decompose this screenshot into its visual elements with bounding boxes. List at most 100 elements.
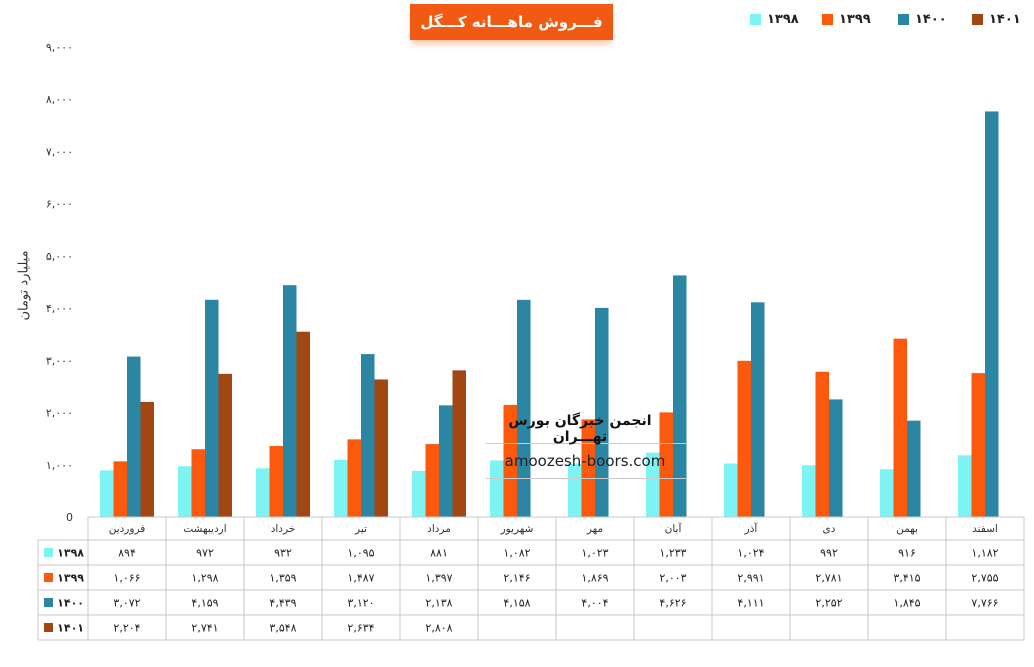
x-tick-label: اردیبهشت: [183, 523, 226, 535]
bar-2-1: [205, 299, 219, 517]
legend-swatch-1400: [898, 14, 909, 25]
bar-0-6: [568, 463, 582, 517]
x-tick-label: دی: [823, 523, 836, 535]
data-label: ۸۹۴: [118, 547, 136, 560]
bar-0-7: [646, 452, 660, 517]
bar-0-2: [256, 468, 270, 517]
data-label: ۱,۴۸۷: [347, 572, 374, 585]
x-tick-label: خرداد: [271, 523, 296, 535]
data-label: ۹۱۶: [898, 547, 916, 560]
y-tick-label: ۵,۰۰۰: [46, 250, 73, 263]
bar-2-5: [517, 299, 531, 517]
bar-3-1: [218, 373, 232, 517]
legend-label-1399: ۱۳۹۹: [839, 12, 871, 27]
bar-2-6: [595, 307, 609, 517]
bar-3-0: [140, 401, 154, 517]
data-label: ۲,۸۰۸: [425, 622, 452, 635]
data-label: ۲,۱۴۶: [503, 572, 530, 585]
data-label: ۴,۴۳۹: [269, 597, 296, 610]
data-label: ۹۳۲: [274, 547, 292, 560]
bar-0-4: [412, 470, 426, 517]
y-tick-label: 0: [66, 511, 73, 524]
bar-0-3: [334, 459, 348, 517]
data-label: ۲,۱۳۸: [425, 597, 452, 610]
data-label: ۲,۷۸۱: [815, 572, 842, 585]
table-series-swatch: [44, 623, 53, 632]
legend-label-1400: ۱۴۰۰: [915, 12, 947, 27]
bar-1-4: [425, 444, 439, 517]
y-tick-label: ۴,۰۰۰: [46, 302, 73, 315]
x-tick-label: اسفند: [972, 523, 998, 535]
table-series-name: ۱۳۹۸: [57, 547, 84, 560]
table-series-swatch: [44, 573, 53, 582]
legend-swatch-1398: [750, 14, 761, 25]
legend: ۱۳۹۸ ۱۳۹۹ ۱۴۰۰ ۱۴۰۱: [740, 12, 1030, 32]
table-series-name: ۱۳۹۹: [57, 572, 84, 585]
y-tick-label: ۶,۰۰۰: [46, 198, 73, 211]
data-label: ۴,۱۵۸: [503, 597, 530, 610]
data-label: ۱,۳۵۹: [269, 572, 296, 585]
watermark-line: [486, 443, 686, 444]
table-series-swatch: [44, 548, 53, 557]
data-label: ۲,۹۹۱: [737, 572, 764, 585]
bar-1-2: [269, 446, 283, 517]
y-tick-label: ۱,۰۰۰: [46, 459, 73, 472]
bar-0-10: [880, 469, 894, 517]
x-tick-label: مهر: [586, 523, 603, 535]
bar-2-10: [907, 420, 921, 517]
legend-item-1398: ۱۳۹۸: [750, 12, 799, 27]
bar-1-11: [971, 373, 985, 517]
legend-label-1398: ۱۳۹۸: [767, 12, 799, 27]
bar-0-8: [724, 463, 738, 517]
legend-label-1401: ۱۴۰۱: [989, 12, 1021, 27]
data-label: ۱,۸۶۹: [581, 572, 608, 585]
bar-1-0: [113, 461, 127, 517]
x-tick-label: مرداد: [427, 523, 451, 535]
data-label: ۹۹۲: [820, 547, 838, 560]
data-label: ۲,۷۵۵: [971, 572, 998, 585]
bar-3-3: [374, 379, 388, 517]
table-series-name: ۱۴۰۱: [57, 622, 84, 635]
x-tick-label: فروردین: [109, 523, 146, 535]
bar-0-9: [802, 465, 816, 517]
legend-swatch-1399: [822, 14, 833, 25]
bar-2-11: [985, 111, 999, 517]
data-label: ۱,۲۹۸: [191, 572, 218, 585]
bar-1-7: [659, 412, 673, 517]
data-label: ۴,۱۱۱: [737, 597, 764, 610]
data-label: ۱,۰۸۲: [503, 547, 530, 560]
watermark-text: انجمن خبرگان بورس تهـــران: [508, 413, 652, 445]
bar-2-3: [361, 354, 375, 517]
bar-1-1: [191, 449, 205, 517]
bar-3-2: [296, 331, 310, 517]
bar-1-5: [503, 404, 517, 517]
data-label: ۱,۰۲۳: [581, 547, 608, 560]
data-label: ۴,۱۵۹: [191, 597, 218, 610]
legend-item-1399: ۱۳۹۹: [822, 12, 871, 27]
bar-1-10: [893, 338, 907, 517]
bar-2-8: [751, 302, 765, 517]
bar-0-1: [178, 466, 192, 517]
data-label: ۱,۰۲۴: [737, 547, 764, 560]
data-label: ۱,۸۴۵: [893, 597, 920, 610]
y-tick-label: ۷,۰۰۰: [46, 145, 73, 158]
bar-1-3: [347, 439, 361, 517]
data-label: ۲,۷۴۱: [191, 622, 218, 635]
bar-0-5: [490, 460, 504, 517]
data-label: ۸۸۱: [430, 547, 448, 560]
data-label: ۲,۲۵۲: [815, 597, 842, 610]
table-series-swatch: [44, 598, 53, 607]
x-tick-label: بهمن: [896, 523, 918, 535]
legend-item-1400: ۱۴۰۰: [898, 12, 947, 27]
data-label: ۷,۷۶۶: [971, 597, 998, 610]
bar-0-0: [100, 470, 114, 517]
data-label: ۲,۰۰۳: [659, 572, 686, 585]
bar-2-0: [127, 356, 141, 517]
chart-title: فـــروش ماهـــانه کـــگل: [410, 4, 613, 40]
bar-2-2: [283, 285, 297, 517]
data-label: ۳,۵۴۸: [269, 622, 296, 635]
data-label: ۲,۶۳۴: [347, 622, 374, 635]
y-tick-label: ۲,۰۰۰: [46, 407, 73, 420]
bar-2-7: [673, 275, 687, 517]
y-tick-label: ۹,۰۰۰: [46, 41, 73, 54]
